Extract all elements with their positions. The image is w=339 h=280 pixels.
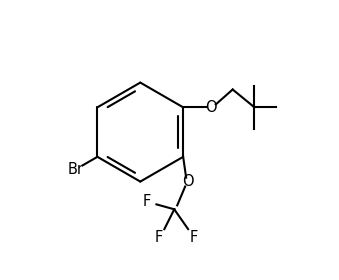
Text: O: O <box>182 174 194 189</box>
Text: F: F <box>154 230 162 244</box>
Text: Br: Br <box>68 162 84 177</box>
Text: F: F <box>142 194 151 209</box>
Text: F: F <box>190 230 198 244</box>
Text: O: O <box>205 100 217 115</box>
